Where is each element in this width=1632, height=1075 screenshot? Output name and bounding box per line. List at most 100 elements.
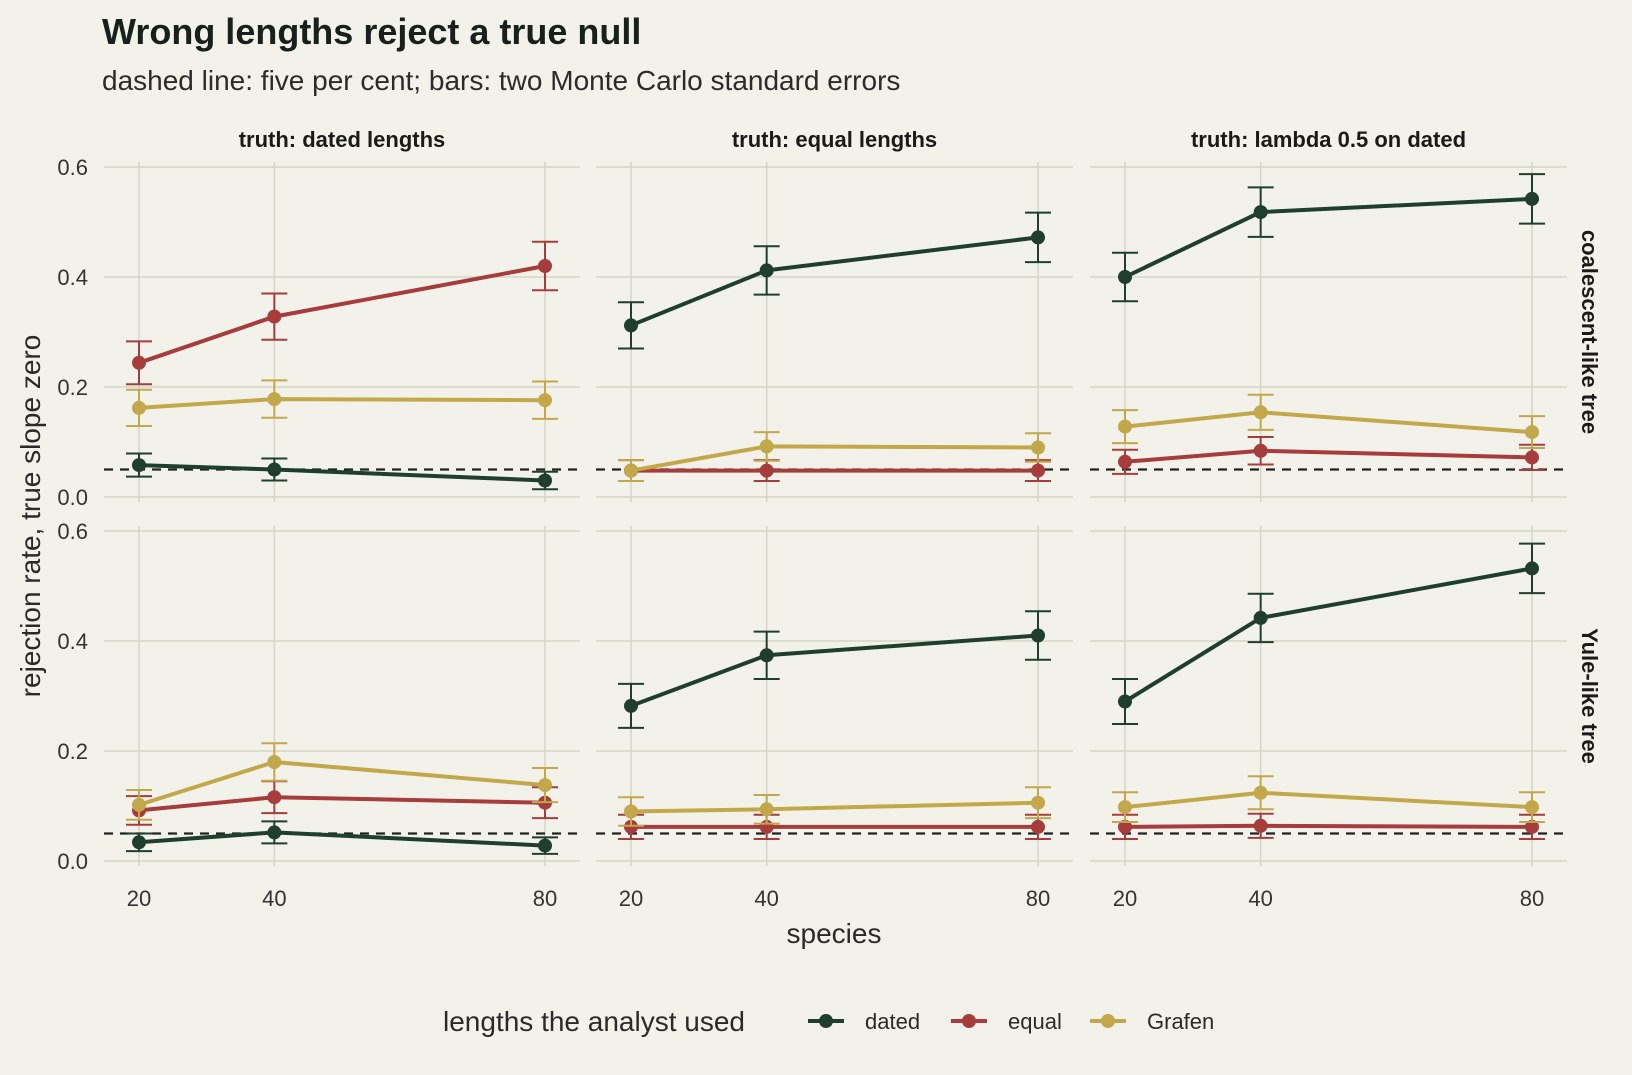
data-point xyxy=(624,318,638,333)
column-strip-label: truth: lambda 0.5 on dated xyxy=(1191,127,1466,152)
data-point xyxy=(132,355,146,370)
series-line xyxy=(630,235,1039,328)
data-point xyxy=(1118,694,1132,709)
y-tick-label: 0.6 xyxy=(57,155,88,180)
data-point xyxy=(1525,561,1539,576)
column-strip-label: truth: dated lengths xyxy=(239,127,446,152)
data-point xyxy=(1525,450,1539,465)
y-axis-label: rejection rate, true slope zero xyxy=(15,335,46,698)
data-point xyxy=(267,825,282,840)
x-tick-label: 40 xyxy=(1248,886,1272,911)
series-line xyxy=(1124,410,1533,435)
series-line xyxy=(630,633,1039,708)
data-point xyxy=(538,393,552,408)
data-point xyxy=(1253,818,1268,833)
data-point xyxy=(132,835,146,850)
chart-title: Wrong lengths reject a true null xyxy=(102,11,641,52)
y-tick-label: 0.4 xyxy=(57,265,88,290)
series-line xyxy=(1124,823,1533,829)
legend-label: equal xyxy=(1008,1009,1062,1034)
x-tick-label: 40 xyxy=(754,886,778,911)
series-equal xyxy=(1112,436,1545,475)
chart-subtitle: dashed line: five per cent; bars: two Mo… xyxy=(102,65,900,96)
legend-title: lengths the analyst used xyxy=(443,1006,745,1037)
series-line xyxy=(138,397,546,410)
legend-entry: equal xyxy=(951,1009,1062,1034)
data-point xyxy=(132,458,146,473)
data-point xyxy=(1253,405,1268,420)
row-strip-label: Yule-like tree xyxy=(1577,628,1602,764)
data-point xyxy=(1118,454,1132,469)
panel xyxy=(104,162,580,502)
data-point xyxy=(1031,795,1045,810)
data-point xyxy=(759,463,774,478)
data-point xyxy=(1031,463,1045,478)
series-line xyxy=(138,463,546,483)
data-point xyxy=(538,259,552,273)
y-tick-label: 0.4 xyxy=(57,629,88,654)
data-point xyxy=(1031,628,1045,643)
legend-entry: dated xyxy=(808,1009,920,1034)
legend-key-point xyxy=(962,1014,976,1028)
series-line xyxy=(630,800,1039,814)
data-point xyxy=(1253,610,1268,625)
data-point xyxy=(759,802,774,817)
panel xyxy=(104,526,580,866)
series-equal xyxy=(126,240,558,386)
series-grafen xyxy=(1112,775,1545,823)
data-point xyxy=(1118,419,1132,434)
series-equal xyxy=(1112,812,1545,840)
data-point xyxy=(1118,819,1132,834)
data-point xyxy=(267,392,282,407)
series-dated xyxy=(1112,173,1545,303)
x-tick-label: 40 xyxy=(262,886,286,911)
series-grafen xyxy=(126,379,558,428)
series-grafen xyxy=(618,431,1051,483)
panel xyxy=(596,526,1073,866)
series-dated xyxy=(126,820,558,855)
data-point xyxy=(759,648,774,663)
data-point xyxy=(1253,785,1268,800)
x-tick-label: 20 xyxy=(619,886,643,911)
data-point xyxy=(1031,440,1045,455)
legend-key-point xyxy=(1101,1014,1115,1028)
series-dated xyxy=(1112,542,1545,726)
legend-label: dated xyxy=(865,1009,920,1034)
panel xyxy=(1090,526,1567,866)
data-point xyxy=(1525,425,1539,440)
panel-grid: truth: dated lengths truth: equal lengths… xyxy=(57,127,1602,911)
column-strip-label: truth: equal lengths xyxy=(732,127,937,152)
x-tick-label: 20 xyxy=(127,886,151,911)
series-line xyxy=(1124,790,1533,810)
data-point xyxy=(759,439,774,454)
data-point xyxy=(1525,191,1539,206)
data-point xyxy=(538,838,552,853)
x-tick-label: 80 xyxy=(1520,886,1544,911)
legend-entry: Grafen xyxy=(1090,1009,1214,1034)
y-tick-label: 0.2 xyxy=(57,739,88,764)
data-point xyxy=(1253,443,1268,458)
data-point xyxy=(1031,819,1045,834)
legend-label: Grafen xyxy=(1147,1009,1214,1034)
series-line xyxy=(1123,566,1533,704)
x-axis-label: species xyxy=(787,918,882,949)
data-point xyxy=(1525,819,1539,834)
series-line xyxy=(630,444,1039,473)
data-point xyxy=(1118,800,1132,815)
data-point xyxy=(267,790,282,805)
series-line xyxy=(1124,196,1533,279)
x-tick-label: 20 xyxy=(1113,886,1137,911)
series-grafen xyxy=(1112,393,1545,450)
data-point xyxy=(132,400,146,415)
series-dated xyxy=(126,452,558,491)
series-line xyxy=(138,264,546,365)
legend-key-point xyxy=(819,1014,833,1028)
series-grafen xyxy=(618,786,1051,827)
data-point xyxy=(267,755,282,769)
series-grafen xyxy=(126,742,558,821)
series-dated xyxy=(618,610,1051,729)
data-point xyxy=(538,778,552,793)
y-tick-label: 0.0 xyxy=(57,485,88,510)
data-point xyxy=(624,804,638,819)
